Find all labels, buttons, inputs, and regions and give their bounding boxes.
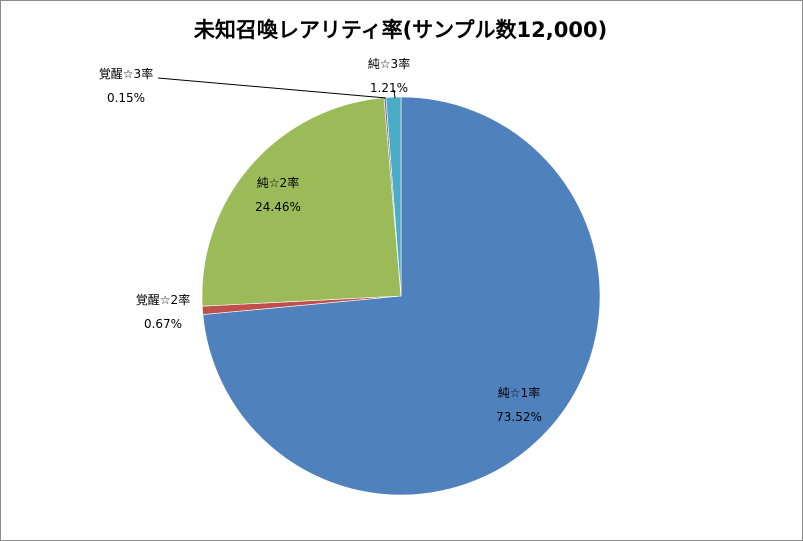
- slice-category-label: 覚醒☆3率: [99, 66, 153, 81]
- slice-percent-label: 0.15%: [107, 91, 145, 105]
- slice-percent-label: 73.52%: [496, 410, 542, 424]
- leader-line: [157, 77, 387, 99]
- slice-percent-label: 0.67%: [144, 317, 182, 331]
- leader-line: [393, 89, 396, 99]
- slice-category-label: 純☆2率: [257, 175, 299, 190]
- pie-slice: [201, 97, 402, 307]
- chart-title: 未知召喚レアリティ率(サンプル数12,000): [193, 18, 608, 42]
- slice-percent-label: 24.46%: [255, 200, 301, 214]
- pie-slice: [202, 96, 601, 496]
- slice-category-label: 純☆1率: [498, 385, 540, 400]
- slice-category-label: 覚醒☆2率: [136, 292, 190, 307]
- slice-percent-label: 1.21%: [370, 81, 408, 95]
- slice-category-label: 純☆3率: [368, 56, 410, 71]
